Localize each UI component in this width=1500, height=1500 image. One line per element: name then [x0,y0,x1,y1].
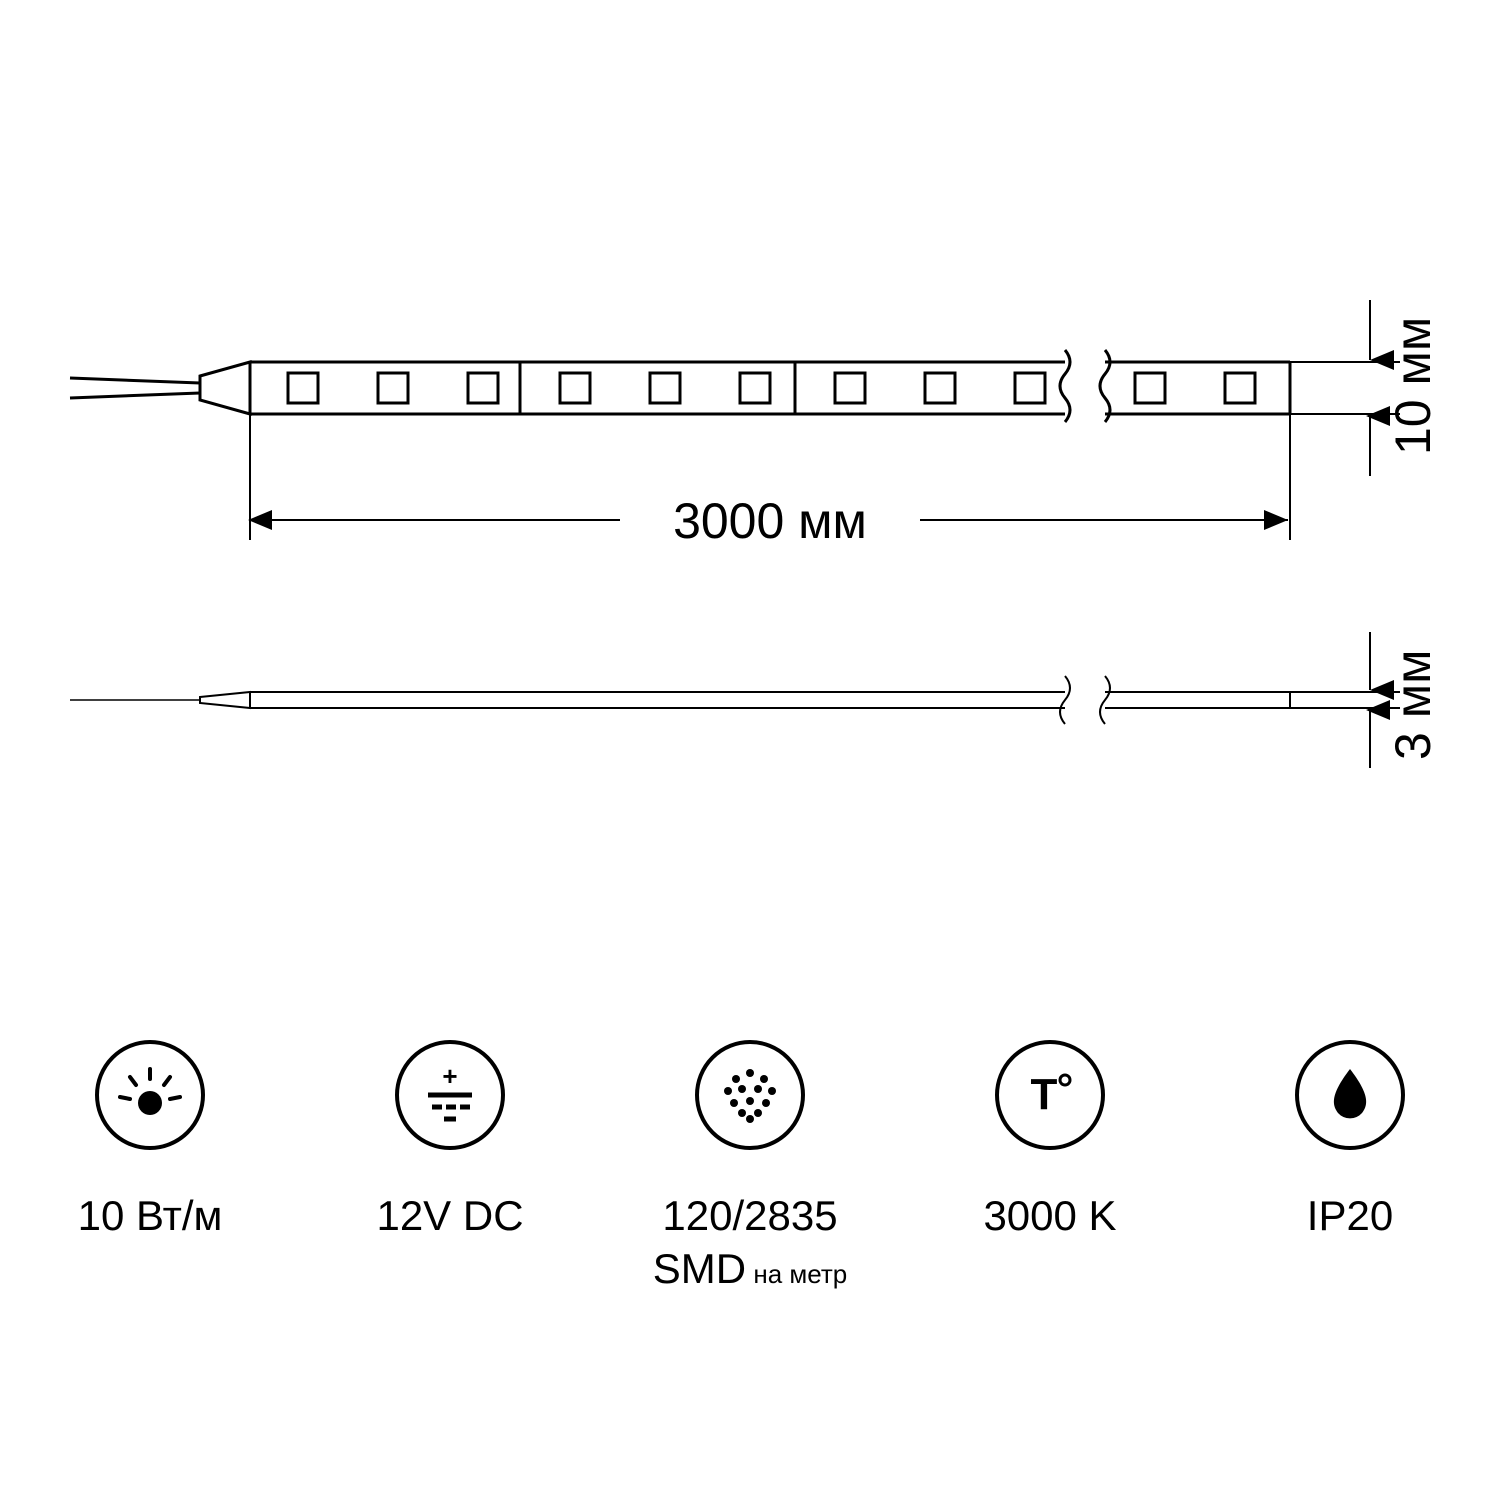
dim-width [1290,300,1400,476]
power-icon [95,1040,205,1150]
svg-text:+: + [442,1061,457,1091]
led-density-icon [695,1040,805,1150]
spec-ip-label: IP20 [1307,1190,1393,1243]
dimension-diagram: 10 мм 3000 мм 3 мм [0,0,1500,900]
dim-length-label: 3000 мм [673,493,867,549]
spec-led-density-label: 120/2835 SMD на метр [653,1190,847,1295]
spec-ip: IP20 [1220,1040,1480,1243]
dim-thickness-label: 3 мм [1385,650,1441,760]
svg-text:T: T [1031,1070,1058,1119]
strip-top-view [70,350,1290,422]
color-temperature-icon: T [995,1040,1105,1150]
dim-width-label: 10 мм [1385,317,1441,455]
spec-row: 10 Вт/м + 12V DC [0,1040,1500,1295]
ip-rating-icon [1295,1040,1405,1150]
led-chips [288,373,1255,403]
spec-cct-label: 3000 K [983,1190,1116,1243]
spec-voltage-label: 12V DC [376,1190,523,1243]
spec-voltage: + 12V DC [320,1040,580,1243]
dim-thickness [1290,632,1400,768]
dc-voltage-icon: + [395,1040,505,1150]
strip-side-view [70,676,1290,724]
spec-cct: T 3000 K [920,1040,1180,1243]
spec-led-density: 120/2835 SMD на метр [620,1040,880,1295]
spec-power: 10 Вт/м [20,1040,280,1243]
spec-power-label: 10 Вт/м [78,1190,223,1243]
